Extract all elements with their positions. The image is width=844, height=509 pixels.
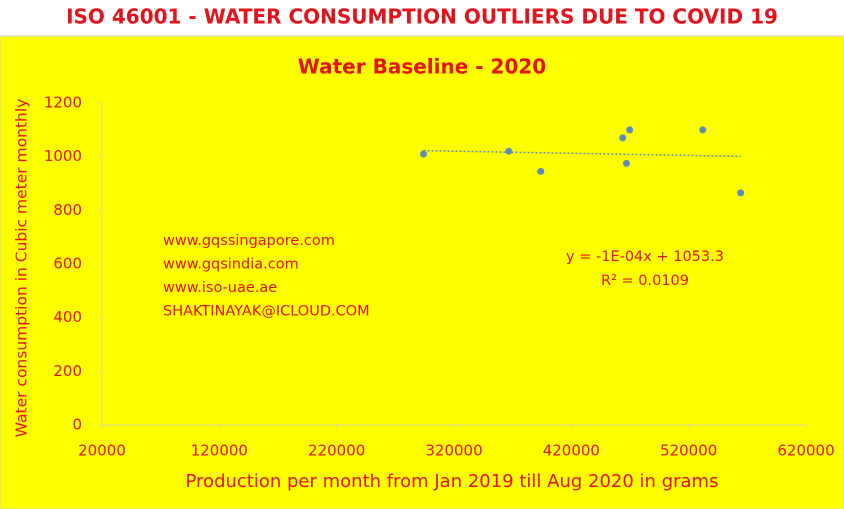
chart-title: Water Baseline - 2020 (298, 55, 546, 79)
y-tick-label: 1000 (44, 147, 82, 165)
annotation: www.iso-uae.ae (163, 280, 277, 296)
trendline-equation: y = -1E-04x + 1053.3 (566, 249, 724, 265)
y-tick-label: 0 (72, 416, 82, 434)
header-background (0, 0, 844, 36)
y-tick-label: 1200 (44, 94, 82, 112)
data-point (699, 126, 707, 134)
data-point (737, 189, 745, 197)
data-point (419, 150, 427, 158)
data-point (626, 126, 634, 134)
data-point (505, 147, 513, 155)
x-tick-label: 120000 (191, 442, 248, 460)
trendline-equation: R² = 0.0109 (601, 273, 689, 289)
data-point (619, 134, 627, 142)
data-point (622, 159, 630, 167)
annotation: SHAKTINAYAK@ICLOUD.COM (163, 304, 370, 320)
x-tick-label: 320000 (425, 442, 482, 460)
y-tick-label: 600 (53, 255, 82, 273)
page-title: ISO 46001 - WATER CONSUMPTION OUTLIERS D… (66, 5, 778, 29)
annotation: www.gqsindia.com (163, 257, 299, 273)
x-tick-label: 220000 (308, 442, 365, 460)
x-tick-label: 20000 (78, 442, 126, 460)
trendline (423, 149, 741, 158)
annotation: www.gqssingapore.com (163, 233, 335, 249)
y-tick-label: 800 (53, 201, 82, 219)
data-point (537, 167, 545, 175)
x-tick-label: 420000 (543, 442, 600, 460)
chart-background (0, 35, 844, 509)
x-tick-label: 520000 (660, 442, 717, 460)
y-axis-label: Water consumption in Cubic meter monthly (13, 99, 31, 438)
x-axis-label: Production per month from Jan 2019 till … (186, 471, 719, 492)
x-tick-label: 620000 (777, 442, 834, 460)
y-tick-label: 200 (53, 362, 82, 380)
y-tick-label: 400 (53, 308, 82, 326)
